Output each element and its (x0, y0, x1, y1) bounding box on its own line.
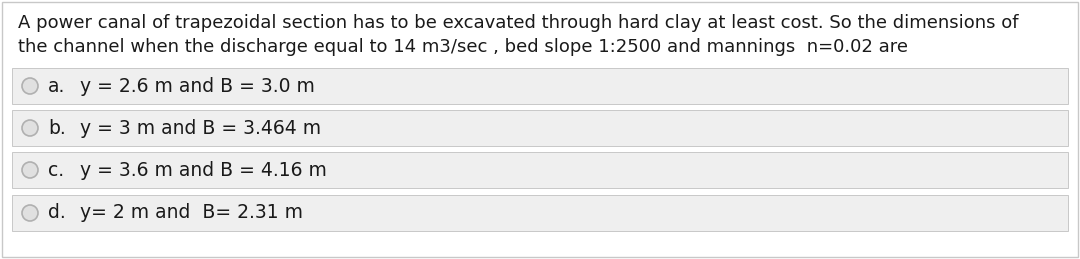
Text: y= 2 m and  B= 2.31 m: y= 2 m and B= 2.31 m (80, 204, 303, 222)
FancyBboxPatch shape (12, 110, 1068, 146)
Text: d.: d. (48, 204, 66, 222)
Text: y = 2.6 m and B = 3.0 m: y = 2.6 m and B = 3.0 m (80, 76, 315, 96)
Text: c.: c. (48, 161, 64, 179)
Text: y = 3 m and B = 3.464 m: y = 3 m and B = 3.464 m (80, 119, 321, 138)
Text: a.: a. (48, 76, 66, 96)
FancyBboxPatch shape (12, 152, 1068, 188)
Text: the channel when the discharge equal to 14 m3/sec , bed slope 1:2500 and manning: the channel when the discharge equal to … (18, 38, 908, 56)
Ellipse shape (22, 120, 38, 136)
Ellipse shape (22, 78, 38, 94)
Text: A power canal of trapezoidal section has to be excavated through hard clay at le: A power canal of trapezoidal section has… (18, 14, 1018, 32)
Text: b.: b. (48, 119, 66, 138)
Text: y = 3.6 m and B = 4.16 m: y = 3.6 m and B = 4.16 m (80, 161, 327, 179)
Ellipse shape (22, 205, 38, 221)
Ellipse shape (22, 162, 38, 178)
FancyBboxPatch shape (12, 195, 1068, 231)
FancyBboxPatch shape (12, 68, 1068, 104)
